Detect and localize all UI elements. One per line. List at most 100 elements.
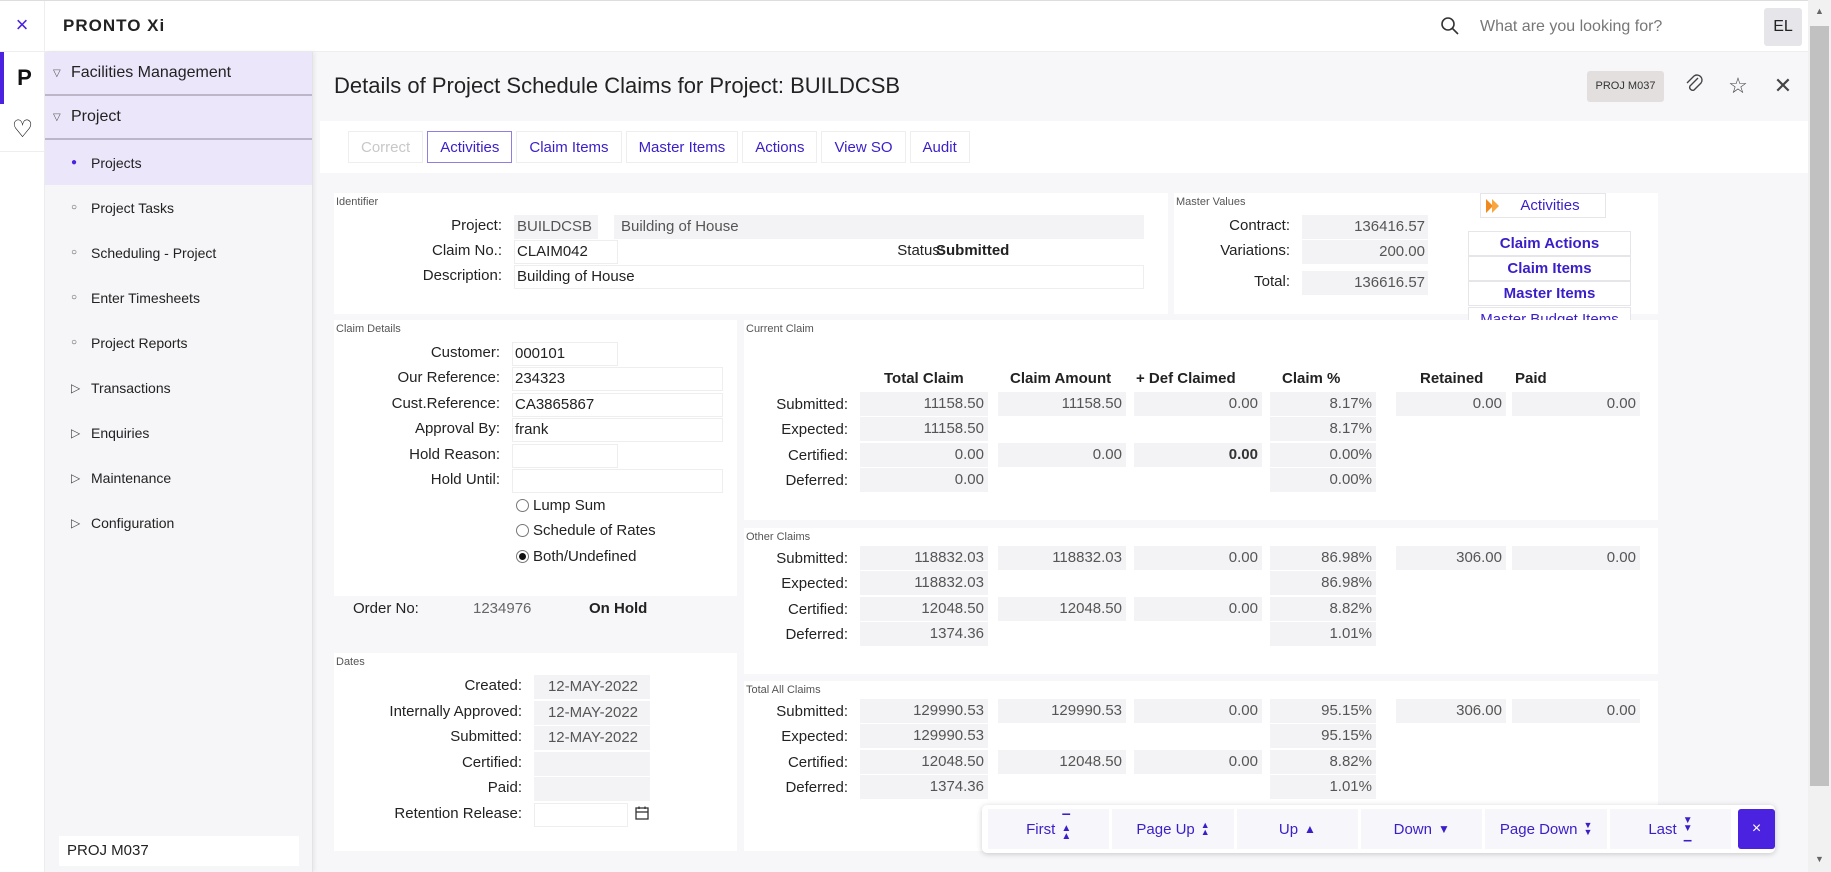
attachment-icon[interactable] <box>1680 72 1708 100</box>
row-label-deferred: Deferred: <box>785 472 848 489</box>
activities-side-button[interactable]: Activities <box>1480 193 1606 218</box>
nav-item-maintenance[interactable]: ▷ Maintenance <box>45 455 312 500</box>
nav-item-enquiries[interactable]: ▷ Enquiries <box>45 410 312 455</box>
cell-value: 86.98% <box>1270 571 1376 595</box>
nav-item-enter-timesheets[interactable]: ○ Enter Timesheets <box>45 275 312 320</box>
page-up-button[interactable]: Page Up ▲ ▲ <box>1112 809 1234 849</box>
nav-item-transactions[interactable]: ▷ Transactions <box>45 365 312 410</box>
cust-reference-field[interactable]: CA3865867 <box>512 393 723 417</box>
favourites-heart-icon[interactable]: ♡ <box>0 108 45 152</box>
nav-group-project[interactable]: ▽ Project <box>45 96 312 140</box>
created-date: 12-MAY-2022 <box>534 675 650 699</box>
claim-details-panel: Claim Details Customer: 000101 Our Refer… <box>334 320 737 596</box>
retention-release-field[interactable] <box>534 803 628 827</box>
actions-button[interactable]: Actions <box>742 131 818 163</box>
panel-title: Dates <box>336 656 365 668</box>
cell-value: 86.98% <box>1270 546 1376 570</box>
customer-label: Customer: <box>430 344 500 361</box>
nav-item-project-reports[interactable]: ○ Project Reports <box>45 320 312 365</box>
nav-item-configuration[interactable]: ▷ Configuration <box>45 500 312 545</box>
description-label: Description: <box>422 267 502 284</box>
total-label: Total: <box>1254 273 1290 290</box>
cell-value: 0.00 <box>860 443 988 467</box>
radio-lump-sum[interactable]: Lump Sum <box>516 497 606 514</box>
radio-label: Lump Sum <box>533 497 606 514</box>
double-down-icon: ▼ ▼ <box>1583 820 1593 837</box>
customer-field[interactable]: 000101 <box>512 342 618 366</box>
scrollbar-thumb[interactable] <box>1810 26 1829 786</box>
cell-value: 0.00 <box>1512 546 1640 570</box>
last-button[interactable]: Last ▼ ▼ ▁ <box>1609 809 1732 849</box>
close-window-icon[interactable]: ✕ <box>1773 73 1793 98</box>
master-items-side-button[interactable]: Master Items <box>1468 281 1631 306</box>
hold-reason-field[interactable] <box>512 444 618 468</box>
expanded-triangle-icon: ▽ <box>53 111 61 123</box>
cell-value: 306.00 <box>1396 546 1506 570</box>
variations-value: 200.00 <box>1302 240 1428 264</box>
hold-until-field[interactable] <box>512 469 723 493</box>
nav-item-label: Configuration <box>91 514 175 531</box>
certified-date <box>534 752 650 776</box>
row-label-submitted: Submitted: <box>776 550 848 567</box>
last-record-icon: ▼ ▼ ▁ <box>1682 815 1693 842</box>
favourite-star-icon[interactable]: ☆ <box>1728 73 1748 98</box>
cell-value: 11158.50 <box>860 392 988 416</box>
cell-value: 95.15% <box>1270 724 1376 748</box>
claim-items-button[interactable]: Claim Items <box>516 131 622 163</box>
view-so-button[interactable]: View SO <box>821 131 906 163</box>
page-scrollbar[interactable]: ▲ ▼ <box>1808 0 1831 872</box>
hold-until-label: Hold Until: <box>430 471 500 488</box>
cell-value: 0.00% <box>1270 443 1376 467</box>
master-items-button[interactable]: Master Items <box>625 131 739 163</box>
action-toolbar: Correct Activities Claim Items Master It… <box>320 121 1808 173</box>
search-icon[interactable] <box>1440 16 1460 36</box>
paid-date-label: Paid: <box>487 779 522 796</box>
cell-value: 8.82% <box>1270 597 1376 621</box>
radio-schedule-of-rates[interactable]: Schedule of Rates <box>516 522 656 539</box>
user-avatar[interactable]: EL <box>1764 8 1802 46</box>
claim-actions-button[interactable]: Claim Actions <box>1468 231 1631 256</box>
claim-no-field[interactable]: CLAIM042 <box>514 240 618 264</box>
pronto-menu-icon[interactable]: P <box>0 52 45 104</box>
calendar-icon[interactable] <box>634 805 650 821</box>
first-button[interactable]: First ▔ ▲ ▲ <box>988 809 1110 849</box>
page-down-button[interactable]: Page Down ▼ ▼ <box>1485 809 1607 849</box>
program-code-field[interactable]: PROJ M037 <box>59 836 299 866</box>
activities-button[interactable]: Activities <box>427 131 513 163</box>
correct-button[interactable]: Correct <box>348 131 424 163</box>
column-def-claimed: + Def Claimed <box>1136 370 1236 387</box>
our-reference-label: Our Reference: <box>397 369 500 386</box>
row-label-deferred: Deferred: <box>785 779 848 796</box>
submitted-date: 12-MAY-2022 <box>534 726 650 750</box>
close-menu-icon[interactable]: × <box>15 12 29 37</box>
row-label-submitted: Submitted: <box>776 396 848 413</box>
up-button[interactable]: Up ▲ <box>1236 809 1359 849</box>
description-field[interactable]: Building of House <box>514 265 1144 289</box>
nav-item-projects[interactable]: ● Projects <box>45 140 312 185</box>
global-search-input[interactable] <box>1480 11 1750 43</box>
close-pager-button[interactable]: × <box>1738 809 1775 849</box>
circle-icon: ○ <box>71 337 78 348</box>
scroll-down-arrow-icon[interactable]: ▼ <box>1815 854 1824 864</box>
cell-value: 1374.36 <box>860 775 988 799</box>
audit-button[interactable]: Audit <box>909 131 970 163</box>
scroll-up-arrow-icon[interactable]: ▲ <box>1815 6 1824 16</box>
nav-item-label: Project Tasks <box>91 199 174 216</box>
variations-label: Variations: <box>1220 242 1290 259</box>
row-label-expected: Expected: <box>781 421 848 438</box>
radio-both-undefined[interactable]: Both/Undefined <box>516 548 636 565</box>
down-button[interactable]: Down ▼ <box>1361 809 1483 849</box>
cell-value: 0.00 <box>1134 597 1262 621</box>
nav-item-scheduling-project[interactable]: ○ Scheduling - Project <box>45 230 312 275</box>
our-reference-field[interactable]: 234323 <box>512 367 723 391</box>
nav-item-project-tasks[interactable]: ○ Project Tasks <box>45 185 312 230</box>
approval-by-field[interactable]: frank <box>512 418 723 442</box>
status-value: Submitted <box>936 242 1010 259</box>
project-code-field: BUILDCSB <box>514 215 598 239</box>
approval-by-label: Approval By: <box>414 420 500 437</box>
claim-items-side-button[interactable]: Claim Items <box>1468 256 1631 281</box>
cell-value: 11158.50 <box>998 392 1126 416</box>
nav-item-label: Project Reports <box>91 334 188 351</box>
nav-group-facilities-management[interactable]: ▽ Facilities Management <box>45 52 312 96</box>
pager-label: Last <box>1648 820 1677 838</box>
